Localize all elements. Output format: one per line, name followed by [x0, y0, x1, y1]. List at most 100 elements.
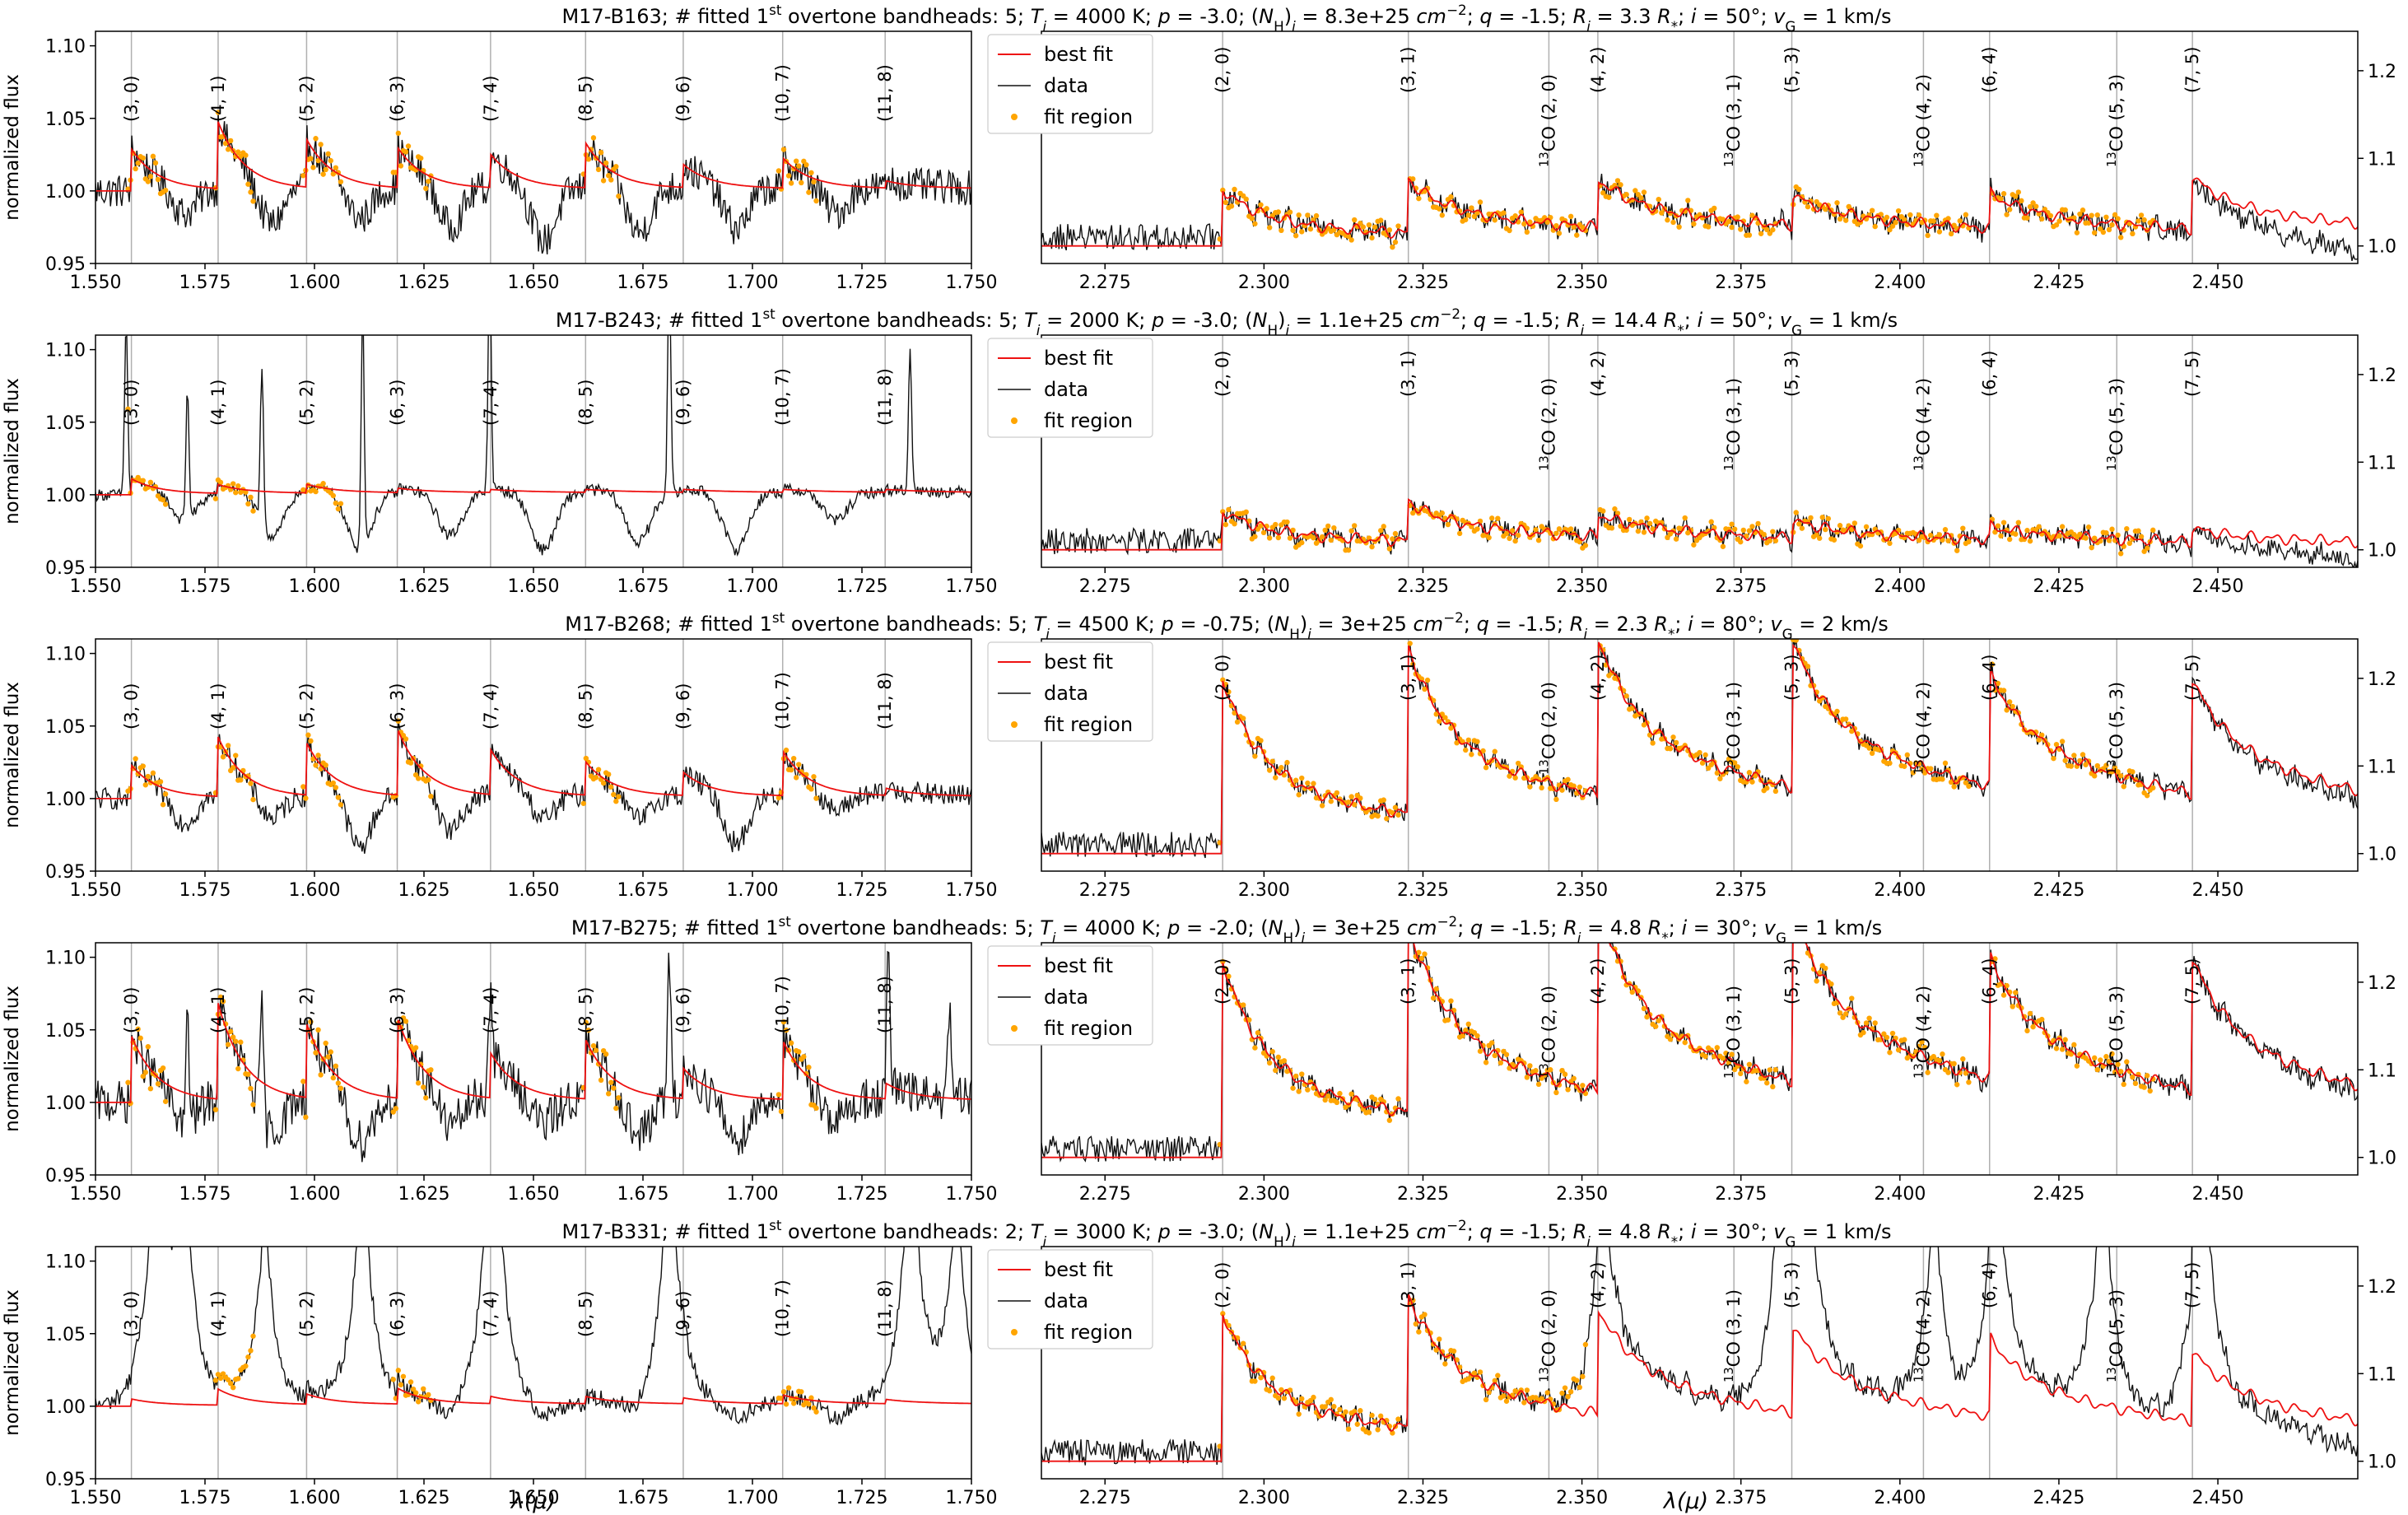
fit-region-point	[1381, 797, 1386, 803]
bandhead-label: (7, 5)	[2182, 351, 2202, 397]
fit-region-point	[140, 478, 146, 483]
fit-region-point	[1945, 538, 1951, 543]
bandhead-label: (5, 2)	[296, 1291, 316, 1337]
fit-region-point	[1240, 716, 1246, 721]
fit-region-point	[1548, 1067, 1553, 1073]
best-fit-line	[95, 1003, 971, 1103]
fit-region-point	[1307, 226, 1314, 232]
fit-region-point	[603, 1051, 609, 1057]
fit-region-point	[1796, 186, 1802, 193]
fit-region-point	[1770, 1084, 1776, 1090]
fit-region-point	[412, 1390, 419, 1396]
best-fit-line	[1041, 176, 2358, 247]
x-tick-label: 1.650	[508, 576, 560, 597]
legend-data-label: data	[1044, 986, 1088, 1009]
fit-region-point	[318, 1072, 324, 1078]
fit-region-point	[780, 147, 787, 152]
fit-region-point	[1281, 1058, 1288, 1064]
fit-region-point	[233, 1038, 239, 1044]
fit-region-point	[1360, 224, 1367, 230]
fit-region-point	[1395, 812, 1401, 818]
fit-region-point	[603, 160, 609, 166]
fit-region-point	[1313, 212, 1320, 219]
fit-region-point	[1559, 1067, 1565, 1074]
fit-region-point	[2010, 1004, 2015, 1009]
fit-region-point	[1940, 1051, 1945, 1057]
fit-region-point	[813, 1105, 819, 1112]
fit-region-point	[1258, 523, 1264, 529]
fit-region-point	[330, 1074, 336, 1081]
fit-region-point	[2109, 526, 2115, 532]
fit-region-point	[2036, 737, 2042, 743]
fit-region-point	[1705, 224, 1712, 230]
fit-region-point	[1252, 1045, 1258, 1051]
y-tick-label: 0.95	[45, 862, 86, 883]
fit-region-point	[1437, 718, 1442, 725]
fit-region-point	[1764, 785, 1770, 791]
bandhead-label: (10, 7)	[773, 368, 793, 426]
fit-region-point	[1395, 1096, 1401, 1102]
fit-region-point	[1348, 528, 1354, 534]
fit-region-point	[338, 802, 344, 808]
fit-region-point	[1249, 216, 1255, 221]
y-tick-label: 0.95	[45, 1470, 86, 1490]
fit-region-point	[1846, 203, 1851, 210]
fit-region-point	[2094, 212, 2100, 218]
fit-region-point	[1512, 775, 1518, 781]
fit-region-point	[2138, 212, 2145, 218]
fit-region-point	[1524, 1074, 1530, 1080]
fit-region-point	[150, 770, 156, 776]
fit-region-point	[217, 1375, 224, 1382]
fit-region-point	[1386, 546, 1393, 552]
fit-region-point	[1884, 214, 1890, 221]
fit-region-point	[2103, 529, 2109, 536]
x-tick-label: 1.575	[179, 1184, 231, 1205]
fit-region-point	[1767, 1067, 1772, 1073]
fit-region-point	[1954, 548, 1960, 553]
fit-region-point	[1339, 1413, 1346, 1419]
fit-region-point	[799, 179, 804, 186]
fit-region-point	[1483, 1060, 1489, 1065]
fit-region-point	[1772, 1067, 1779, 1073]
fit-region-point	[403, 149, 409, 155]
fit-region-point	[1497, 1060, 1504, 1066]
fit-region-point	[145, 773, 151, 780]
fit-region-point	[145, 179, 151, 184]
fit-region-point	[1524, 1387, 1530, 1393]
x-tick-label: 2.425	[2033, 1488, 2084, 1508]
fit-region-point	[2074, 230, 2080, 235]
fit-region-point	[323, 762, 328, 768]
fit-region-point	[152, 160, 159, 166]
fit-region-point	[1296, 1088, 1302, 1094]
fit-region-point	[1691, 221, 1697, 227]
fit-region-point	[323, 166, 328, 173]
best-fit-line	[1041, 1294, 2358, 1462]
fit-region-point	[248, 1085, 254, 1092]
fit-region-point	[613, 164, 619, 170]
fit-region-point	[1384, 816, 1390, 822]
fit-region-point	[238, 777, 244, 783]
right-x-axis-label: λ(μ)	[1662, 1489, 1708, 1514]
fit-region-point	[1260, 529, 1267, 536]
fit-region-point	[1416, 1329, 1422, 1335]
x-tick-label: 2.450	[2192, 880, 2244, 901]
fit-region-point	[231, 765, 236, 771]
fit-region-point	[1755, 520, 1761, 527]
fit-region-point	[220, 999, 226, 1005]
legend-box	[987, 945, 1153, 1046]
fit-region-point	[1266, 767, 1273, 773]
bandhead-label: (6, 4)	[1980, 47, 2000, 93]
fit-region-point	[1895, 1047, 1902, 1053]
fit-region-point	[1492, 1052, 1497, 1059]
fit-region-point	[1322, 1097, 1328, 1103]
bandhead-label: (3, 0)	[122, 987, 142, 1033]
fit-region-point	[1527, 1063, 1533, 1069]
x-tick-label: 2.400	[1874, 1184, 1926, 1205]
fit-region-point	[395, 1368, 402, 1373]
bandhead-label: (3, 1)	[1399, 351, 1418, 397]
fit-region-point	[2124, 525, 2130, 532]
fit-region-point	[1746, 770, 1753, 776]
fit-region-point	[243, 489, 249, 495]
fit-region-point	[1299, 1071, 1305, 1077]
x-tick-label: 1.675	[617, 1184, 669, 1205]
